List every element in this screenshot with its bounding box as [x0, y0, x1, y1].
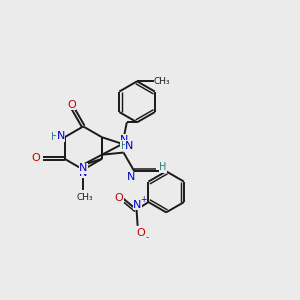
Text: O: O [114, 193, 123, 203]
Text: N: N [125, 141, 134, 151]
Text: CH₃: CH₃ [77, 194, 94, 202]
Text: -: - [146, 233, 149, 242]
Text: CH₃: CH₃ [154, 77, 171, 86]
Text: N: N [127, 172, 136, 182]
Text: +: + [140, 195, 147, 204]
Text: O: O [67, 100, 76, 110]
Text: H: H [159, 162, 166, 172]
Text: H: H [121, 141, 128, 151]
Text: O: O [32, 153, 40, 163]
Text: N: N [79, 164, 88, 173]
Text: N: N [134, 200, 142, 210]
Text: N: N [79, 168, 87, 178]
Text: H: H [51, 132, 59, 142]
Text: O: O [136, 228, 145, 238]
Text: N: N [56, 131, 65, 141]
Text: N: N [120, 135, 129, 145]
